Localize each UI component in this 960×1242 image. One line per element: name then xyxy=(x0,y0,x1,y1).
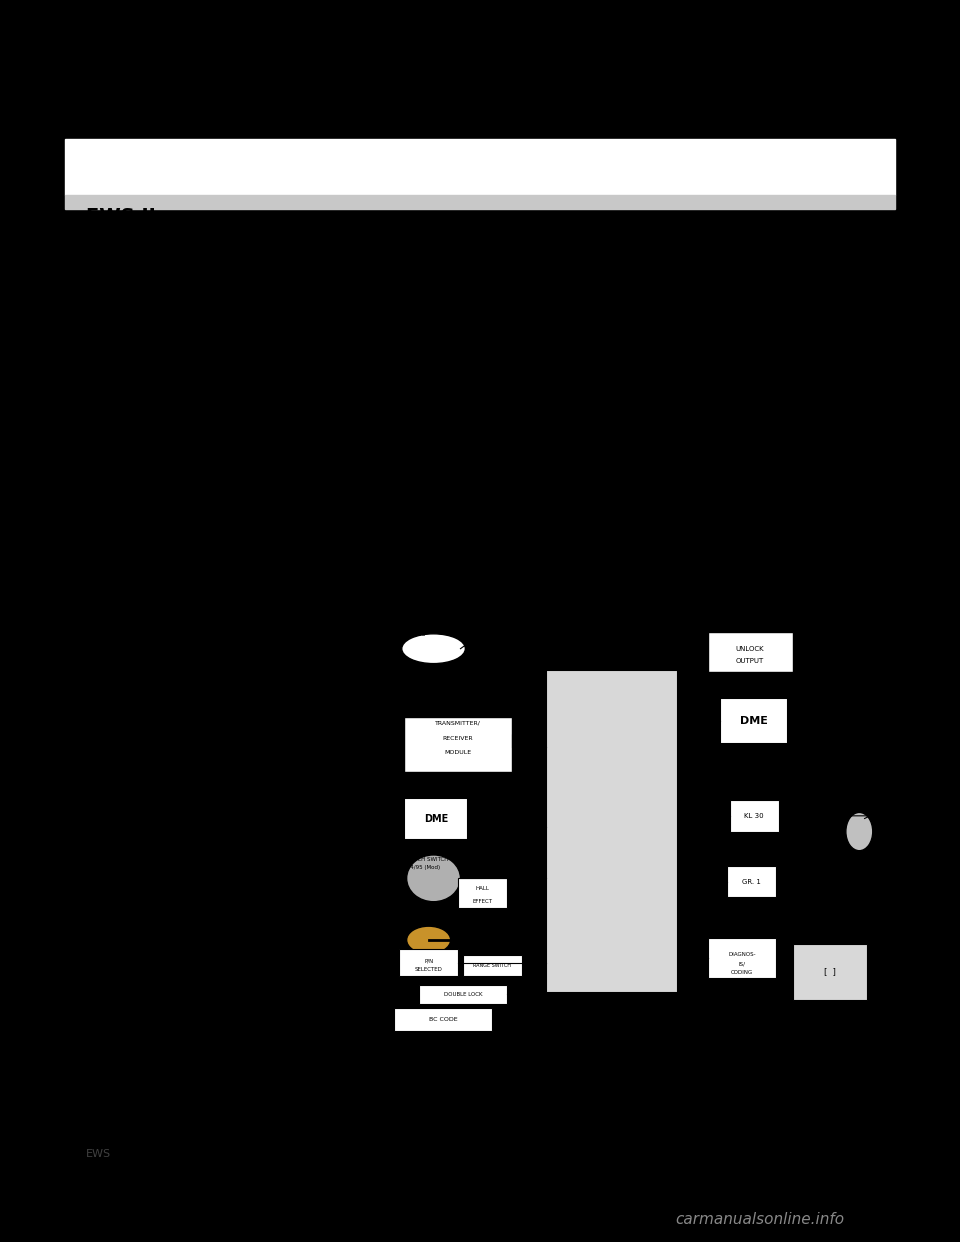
Text: HALL: HALL xyxy=(475,887,490,892)
Text: before   engine   operation   is: before engine operation is xyxy=(86,658,307,673)
Ellipse shape xyxy=(407,927,450,954)
Text: CODING: CODING xyxy=(731,970,753,975)
Text: •: • xyxy=(90,857,99,872)
Text: SELECTED: SELECTED xyxy=(415,968,443,972)
Text: EFFECT: EFFECT xyxy=(472,899,492,904)
Text: RECEIVER: RECEIVER xyxy=(443,735,473,740)
Text: IS/: IS/ xyxy=(738,961,745,966)
Text: RANGE SWITCH: RANGE SWITCH xyxy=(473,963,512,968)
Text: the ignition key and the EWS II control module. A key which is properly coded to: the ignition key and the EWS II control … xyxy=(86,509,741,524)
Bar xyxy=(419,985,507,1004)
Text: DME Control Module: DME Control Module xyxy=(109,922,257,936)
Bar xyxy=(708,938,776,979)
Text: GR. 1: GR. 1 xyxy=(742,879,761,884)
Text: UNLOCK: UNLOCK xyxy=(736,646,764,652)
Text: DOUBLE LOCK: DOUBLE LOCK xyxy=(444,992,482,997)
Text: The ISN, stored in the EWS II,: The ISN, stored in the EWS II, xyxy=(86,594,300,609)
Bar xyxy=(404,797,468,840)
Bar xyxy=(463,955,521,976)
Bar xyxy=(708,632,793,672)
Text: makes a request of the vehicle starting system.  Verification of the key electro: makes a request of the vehicle starting … xyxy=(86,436,725,451)
Text: •: • xyxy=(90,899,99,914)
Text: EWS II: EWS II xyxy=(86,206,156,226)
Text: Transmitter/Receiver Module: Transmitter/Receiver Module xyxy=(109,878,320,893)
Text: DIAGNOS-: DIAGNOS- xyxy=(728,951,756,956)
Text: [  ]: [ ] xyxy=(824,968,836,976)
Text: ISN: ISN xyxy=(710,758,722,763)
Text: carmanualsonline.info: carmanualsonline.info xyxy=(676,1212,845,1227)
Text: allowed.: allowed. xyxy=(86,679,147,694)
Text: The EWS II system operates independent of the mechanical key. The mechanical key: The EWS II system operates independent o… xyxy=(86,414,745,428)
Text: CLUTCH SWITCH: CLUTCH SWITCH xyxy=(404,857,448,862)
Text: 8: 8 xyxy=(86,1126,98,1144)
Text: Key with Transponder: Key with Transponder xyxy=(109,836,267,851)
Text: •: • xyxy=(90,878,99,893)
Text: must match that of the DME every: must match that of the DME every xyxy=(86,616,340,631)
Text: Major  components  of  the  EWS II: Major components of the EWS II xyxy=(86,786,338,801)
Circle shape xyxy=(407,854,461,902)
Bar xyxy=(546,669,678,994)
Text: EWS II: EWS II xyxy=(602,570,657,585)
Bar xyxy=(720,698,788,744)
Text: DME: DME xyxy=(424,814,448,823)
Bar xyxy=(727,866,776,898)
Bar xyxy=(399,949,458,976)
Text: 1/95: 1/95 xyxy=(820,250,856,265)
Text: •: • xyxy=(90,836,99,851)
Ellipse shape xyxy=(401,633,466,663)
Bar xyxy=(404,717,512,773)
Bar xyxy=(730,800,779,832)
Text: TO: TO xyxy=(524,807,533,812)
Text: time the ignition is switched “ON”: time the ignition is switched “ON” xyxy=(86,637,336,652)
Text: control modules are synchronized through an Individual Serial Number (ISN).: control modules are synchronized through… xyxy=(86,554,651,569)
Bar xyxy=(65,139,895,195)
Text: Starting with: Starting with xyxy=(86,250,185,265)
Text: 8510111: 8510111 xyxy=(780,1061,835,1074)
Text: European Insurance Commission regulations.: European Insurance Commission regulation… xyxy=(86,294,419,309)
Text: EWS: EWS xyxy=(86,1149,111,1159)
Text: P/N: P/N xyxy=(424,959,433,964)
Text: D-4/95 (Mod): D-4/95 (Mod) xyxy=(404,866,441,871)
Text: BC CODE: BC CODE xyxy=(429,1017,458,1022)
Text: •: • xyxy=(90,922,99,936)
Text: TRANSMITTER/: TRANSMITTER/ xyxy=(435,720,481,725)
Ellipse shape xyxy=(846,812,873,851)
Bar xyxy=(395,1009,492,1031)
Text: DME: DME xyxy=(740,715,768,727)
Text: The system features wireless communication between a programmed EEPROM housed in: The system features wireless communicati… xyxy=(86,488,742,503)
Text: EWS II was installed on E31, E34,: EWS II was installed on E31, E34, xyxy=(86,723,329,738)
Text: required before the starting procedure is initiated.: required before the starting procedure i… xyxy=(86,458,455,473)
Text: system are:: system are: xyxy=(86,807,173,822)
Text: MODULE: MODULE xyxy=(444,750,471,755)
Text: II control module is required before starting operation continues. The EWS II an: II control module is required before sta… xyxy=(86,532,743,546)
Bar xyxy=(65,195,895,209)
Text: Purpose of The System: Purpose of The System xyxy=(86,324,320,342)
Bar xyxy=(458,878,507,908)
Text: EWS II Control Module: EWS II Control Module xyxy=(109,899,271,914)
Text: Ring Antenna: Ring Antenna xyxy=(109,857,208,872)
Text: E36, E38 and E39 vehicles.: E36, E38 and E39 vehicles. xyxy=(86,744,284,759)
Text: duce a new theft protection system with greater capabilities and a higher level : duce a new theft protection system with … xyxy=(86,391,751,406)
Text: Changes to the European Insurance Commission regulations made it necessary to in: Changes to the European Insurance Commis… xyxy=(86,370,733,385)
Text: KL. 30: KL. 30 xyxy=(404,631,426,637)
FancyBboxPatch shape xyxy=(793,944,867,1000)
Text: KL 30: KL 30 xyxy=(744,812,764,818)
Text: This change was once again brought about to meet the next level of compliancy wi: This change was once again brought about… xyxy=(86,272,741,287)
Text: OUTPUT: OUTPUT xyxy=(736,658,764,664)
